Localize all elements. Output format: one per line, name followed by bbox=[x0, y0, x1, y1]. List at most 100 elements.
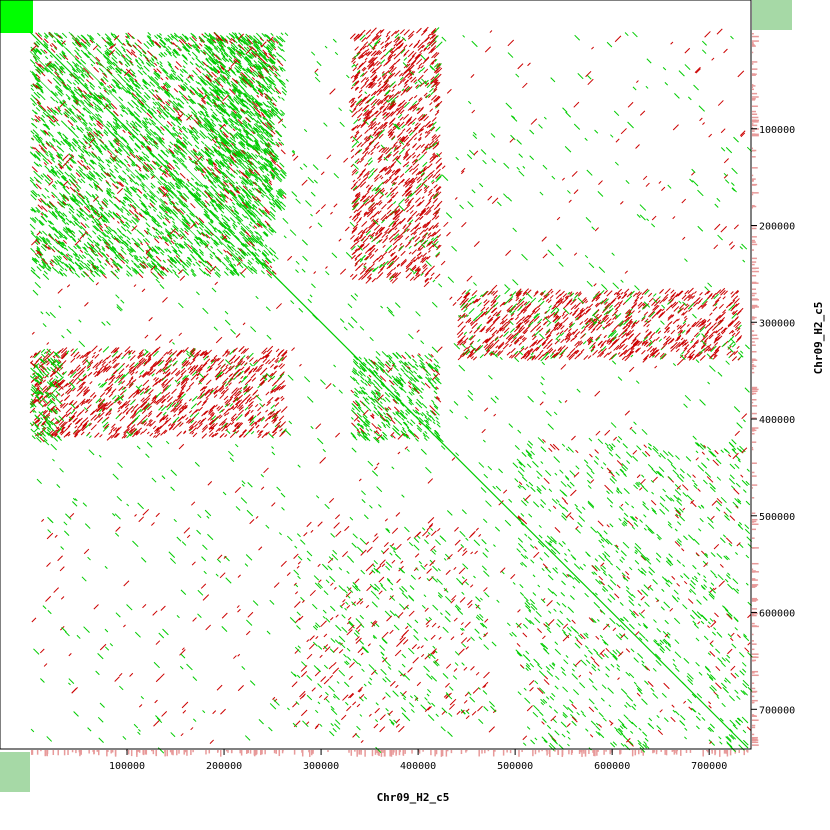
x-density-bar bbox=[171, 750, 173, 755]
x-density-bar bbox=[584, 750, 587, 757]
dot-mark bbox=[105, 241, 110, 247]
dot-mark bbox=[206, 240, 210, 244]
dot-mark bbox=[157, 86, 161, 90]
dot-mark bbox=[223, 257, 230, 263]
dot-mark bbox=[236, 211, 239, 215]
dot-mark bbox=[58, 192, 64, 197]
dot-mark bbox=[193, 192, 199, 198]
dot-mark bbox=[163, 52, 168, 56]
dot-mark bbox=[123, 148, 128, 154]
dot-mark bbox=[97, 120, 104, 127]
dot-mark bbox=[250, 78, 256, 84]
dot-mark bbox=[90, 159, 95, 165]
dot-mark bbox=[251, 265, 258, 272]
dot-mark bbox=[221, 235, 227, 241]
dot-mark bbox=[33, 42, 39, 48]
dot-mark bbox=[95, 62, 99, 66]
dot-mark bbox=[220, 44, 224, 48]
dot-mark bbox=[74, 253, 81, 259]
dot-mark bbox=[59, 235, 62, 239]
dot-mark bbox=[106, 68, 113, 75]
dot-mark bbox=[164, 241, 170, 247]
dot-mark bbox=[37, 104, 43, 110]
y-density-bar bbox=[752, 648, 755, 651]
dot-mark bbox=[260, 165, 264, 170]
dot-mark bbox=[107, 59, 114, 65]
x-density-bar bbox=[230, 750, 233, 754]
dot-mark bbox=[190, 253, 195, 259]
dot-mark bbox=[218, 44, 226, 51]
y-density-bar bbox=[752, 738, 755, 740]
dot-mark bbox=[128, 252, 134, 258]
x-density-bar bbox=[568, 750, 570, 755]
dot-mark bbox=[208, 50, 214, 57]
x-density-bar bbox=[729, 750, 732, 756]
dot-mark bbox=[236, 185, 241, 191]
dot-mark bbox=[153, 209, 156, 213]
x-density-bar bbox=[79, 750, 81, 757]
dot-mark bbox=[80, 153, 85, 157]
x-density-bar bbox=[642, 750, 644, 756]
y-density-bar bbox=[752, 523, 759, 525]
dot-mark bbox=[37, 34, 43, 41]
dot-mark bbox=[112, 128, 118, 134]
dot-mark bbox=[125, 38, 130, 43]
dot-mark bbox=[59, 181, 66, 188]
x-density-bar bbox=[142, 750, 144, 755]
dot-mark bbox=[187, 42, 192, 47]
dot-mark bbox=[51, 42, 58, 49]
dot-mark bbox=[173, 88, 179, 93]
dot-mark bbox=[114, 213, 121, 220]
y-density-bar bbox=[752, 243, 758, 246]
y-density-bar bbox=[752, 110, 756, 113]
dot-mark bbox=[247, 83, 252, 88]
dot-mark bbox=[155, 136, 163, 143]
dot-mark bbox=[58, 111, 63, 116]
dot-mark bbox=[113, 131, 118, 136]
dot-mark bbox=[240, 243, 245, 247]
dot-mark bbox=[54, 61, 60, 66]
dot-mark bbox=[163, 125, 170, 132]
dot-mark bbox=[251, 129, 256, 134]
dot-mark bbox=[252, 226, 255, 230]
dot-mark bbox=[158, 35, 163, 40]
dot-mark bbox=[37, 204, 43, 210]
dot-mark bbox=[238, 231, 244, 237]
dot-mark bbox=[187, 180, 193, 187]
y-density-bar bbox=[752, 428, 755, 430]
y-density-bar bbox=[752, 205, 757, 208]
dot-mark bbox=[266, 88, 273, 95]
dot-mark bbox=[170, 41, 174, 45]
dot-mark bbox=[233, 134, 239, 140]
x-density-bar bbox=[718, 750, 721, 757]
dot-mark bbox=[47, 131, 54, 138]
x-density-bar bbox=[178, 750, 180, 754]
x-density-bar bbox=[114, 750, 117, 757]
dot-mark bbox=[30, 137, 34, 141]
dot-mark bbox=[111, 245, 117, 250]
dot-mark bbox=[229, 189, 236, 196]
x-density-bar bbox=[532, 750, 534, 757]
dot-mark bbox=[182, 65, 186, 69]
dot-mark bbox=[190, 129, 194, 134]
x-density-bar bbox=[260, 750, 262, 756]
y-density-bar bbox=[752, 547, 759, 549]
dot-mark bbox=[198, 217, 205, 224]
dot-mark bbox=[44, 165, 50, 171]
dot-mark bbox=[83, 246, 87, 250]
dot-mark bbox=[65, 263, 72, 270]
dot-mark bbox=[258, 84, 262, 88]
dot-mark bbox=[152, 235, 157, 239]
dot-mark bbox=[96, 144, 102, 150]
dot-mark bbox=[91, 220, 95, 224]
dot-mark bbox=[138, 168, 142, 172]
dot-mark bbox=[254, 252, 260, 258]
dot-mark bbox=[79, 173, 86, 180]
dot-mark bbox=[112, 125, 118, 130]
dot-mark bbox=[250, 241, 256, 247]
dot-mark bbox=[194, 194, 201, 201]
dot-mark bbox=[137, 238, 143, 244]
dot-mark bbox=[50, 107, 57, 114]
y-density-bar bbox=[752, 119, 759, 122]
x-density-bar bbox=[685, 750, 688, 754]
